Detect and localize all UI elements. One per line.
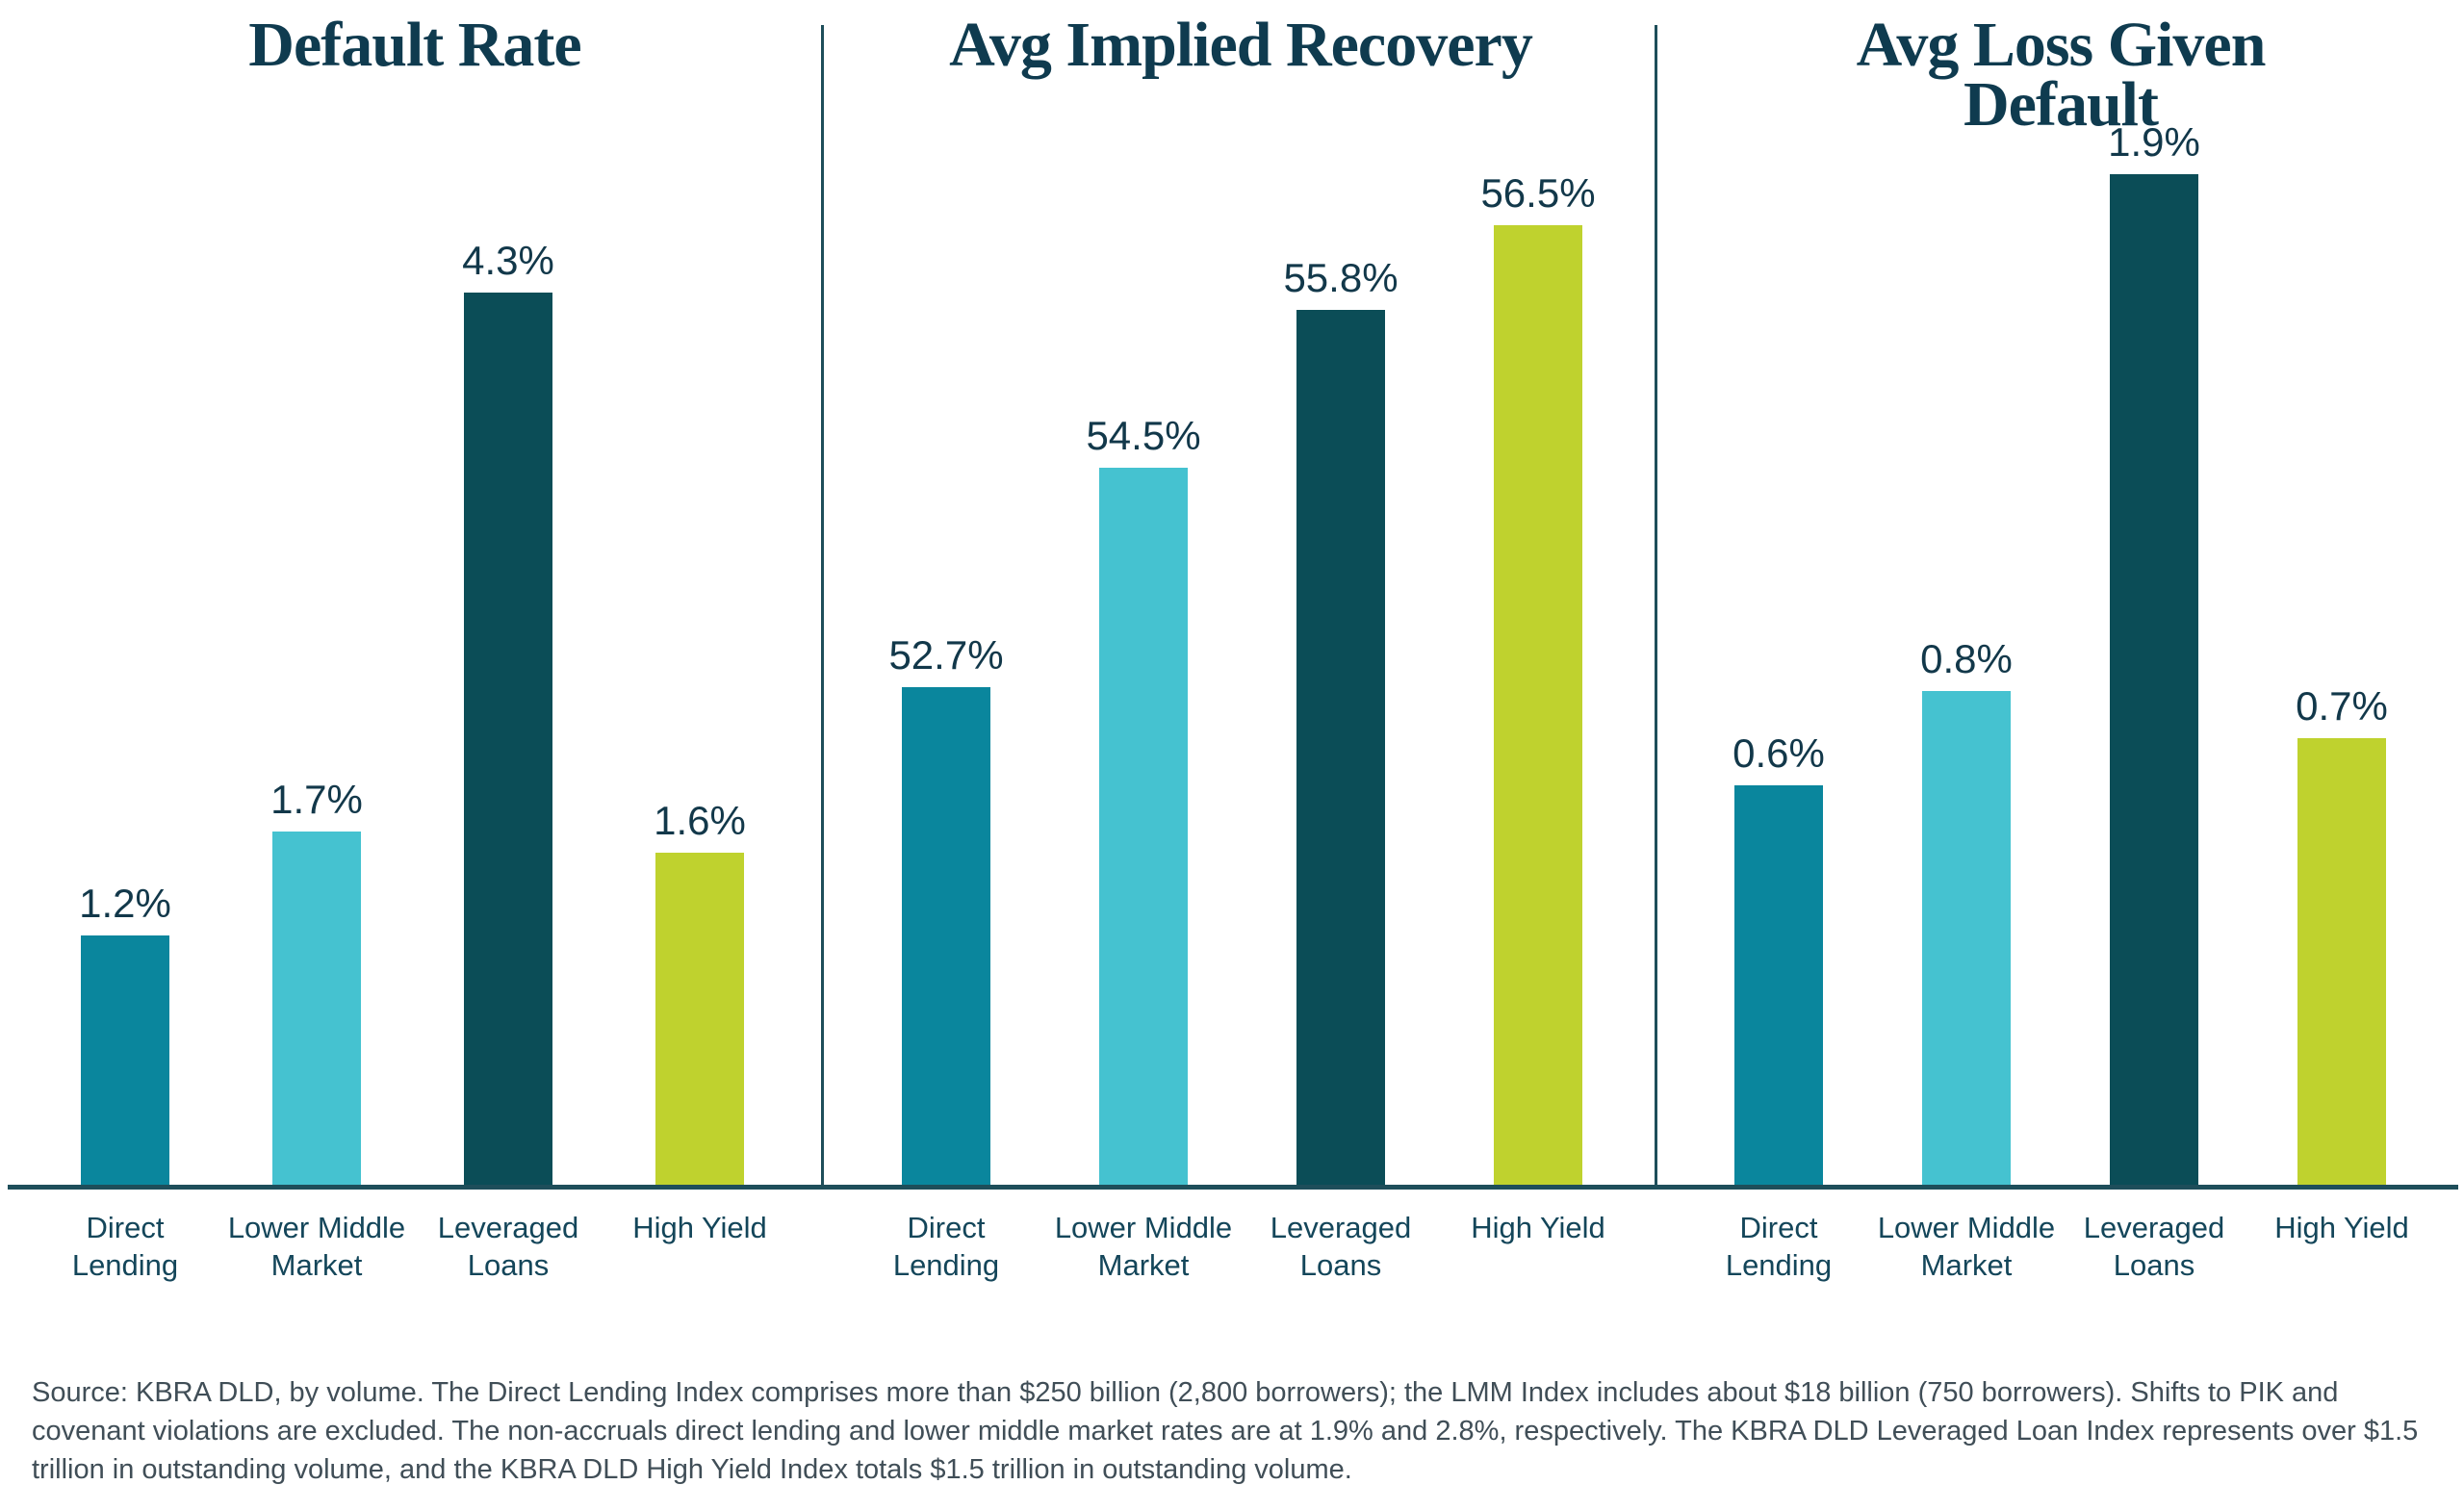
bar-value-label: 1.6% (654, 798, 746, 843)
category-label: High Yield (589, 1209, 810, 1246)
category-label-line: Market (1097, 1248, 1190, 1282)
bar-value-label: 0.6% (1732, 730, 1825, 776)
source-note: Source: KBRA DLD, by volume. The Direct … (32, 1377, 2419, 1485)
category-label-line: High Yield (1471, 1211, 1605, 1244)
category-label-line: Market (270, 1248, 363, 1282)
category-label: Lower Middle Market (1033, 1209, 1254, 1284)
category-label-line: Lower Middle (1877, 1211, 2056, 1244)
panel-title: Avg Loss Given Default (1657, 10, 2464, 140)
panel-title: Default Rate (8, 10, 822, 80)
bar-value-label: 54.5% (1086, 413, 1201, 458)
category-label: High Yield (2231, 1209, 2452, 1246)
bar-leveraged-loans (1296, 310, 1385, 1185)
bar-direct-lending (81, 935, 169, 1185)
bar-value-label: 1.2% (79, 881, 171, 926)
panel-title-line: Default (1964, 69, 2159, 140)
panel-title-line: Avg Loss Given (1856, 10, 2267, 80)
bar-value-label: 4.3% (462, 238, 554, 283)
bar-leveraged-loans (464, 293, 552, 1185)
bar-value-label: 1.7% (270, 777, 363, 822)
category-label-line: High Yield (2274, 1211, 2409, 1244)
bar-lower-middle-market (272, 832, 361, 1185)
bar-high-yield (2297, 738, 2386, 1185)
bar-value-label: 0.8% (1920, 636, 2013, 681)
category-label-line: Market (1920, 1248, 2013, 1282)
bar-lower-middle-market (1922, 691, 2011, 1185)
bar-high-yield (655, 853, 744, 1185)
category-label: Lower Middle Market (206, 1209, 427, 1284)
bar-high-yield (1494, 225, 1582, 1185)
x-axis-line (8, 1185, 2458, 1190)
category-label: High Yield (1427, 1209, 1649, 1246)
category-label-line: Loans (2113, 1248, 2195, 1282)
category-label-line: Loans (1299, 1248, 1382, 1282)
category-label: Leveraged Loans (2043, 1209, 2265, 1284)
category-label: Direct Lending (835, 1209, 1057, 1284)
panel-divider (821, 25, 824, 1185)
bar-value-label: 0.7% (2296, 683, 2388, 729)
bar-value-label: 55.8% (1283, 255, 1399, 300)
category-label-line: Lower Middle (227, 1211, 406, 1244)
category-label-line: Leveraged (1270, 1211, 1412, 1244)
category-label-line: Lower Middle (1054, 1211, 1233, 1244)
category-label-line: Direct (86, 1211, 165, 1244)
category-label-line: Direct (1739, 1211, 1818, 1244)
panel-title-line: Default Rate (248, 10, 581, 80)
panel-title: Avg Implied Recovery (824, 10, 1657, 80)
category-label: Lower Middle Market (1856, 1209, 2077, 1284)
category-label-line: Leveraged (437, 1211, 579, 1244)
category-label: Direct Lending (1668, 1209, 1889, 1284)
bar-lower-middle-market (1099, 468, 1188, 1185)
category-label-line: High Yield (632, 1211, 767, 1244)
category-label: Leveraged Loans (398, 1209, 619, 1284)
bar-leveraged-loans (2110, 174, 2198, 1185)
bar-direct-lending (902, 687, 990, 1185)
category-label-line: Lending (1725, 1248, 1833, 1282)
bar-direct-lending (1734, 785, 1823, 1185)
category-label-line: Leveraged (2083, 1211, 2225, 1244)
category-label-line: Loans (467, 1248, 550, 1282)
category-label: Direct Lending (14, 1209, 236, 1284)
bar-value-label: 1.9% (2108, 119, 2200, 165)
panel-title-line: Avg Implied Recovery (949, 10, 1533, 80)
category-label-line: Lending (71, 1248, 179, 1282)
bar-value-label: 52.7% (888, 632, 1004, 678)
category-label: Leveraged Loans (1230, 1209, 1451, 1284)
bar-value-label: 56.5% (1480, 170, 1596, 216)
category-label-line: Direct (907, 1211, 986, 1244)
panel-divider (1655, 25, 1657, 1185)
category-label-line: Lending (892, 1248, 1000, 1282)
